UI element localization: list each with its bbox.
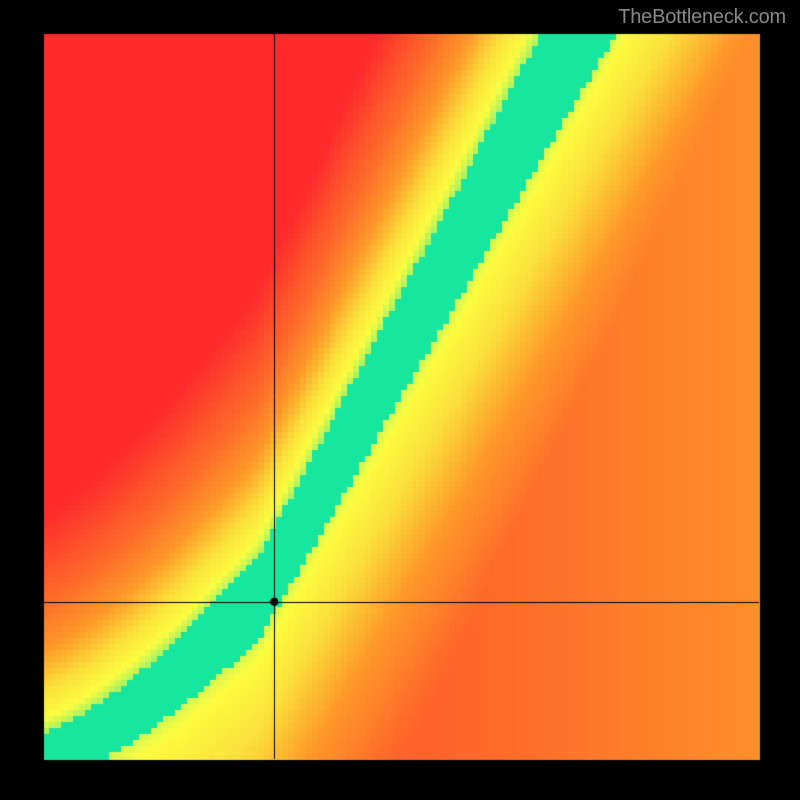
- chart-container: TheBottleneck.com: [0, 0, 800, 800]
- watermark-text: TheBottleneck.com: [618, 6, 786, 29]
- bottleneck-heatmap: [0, 0, 800, 800]
